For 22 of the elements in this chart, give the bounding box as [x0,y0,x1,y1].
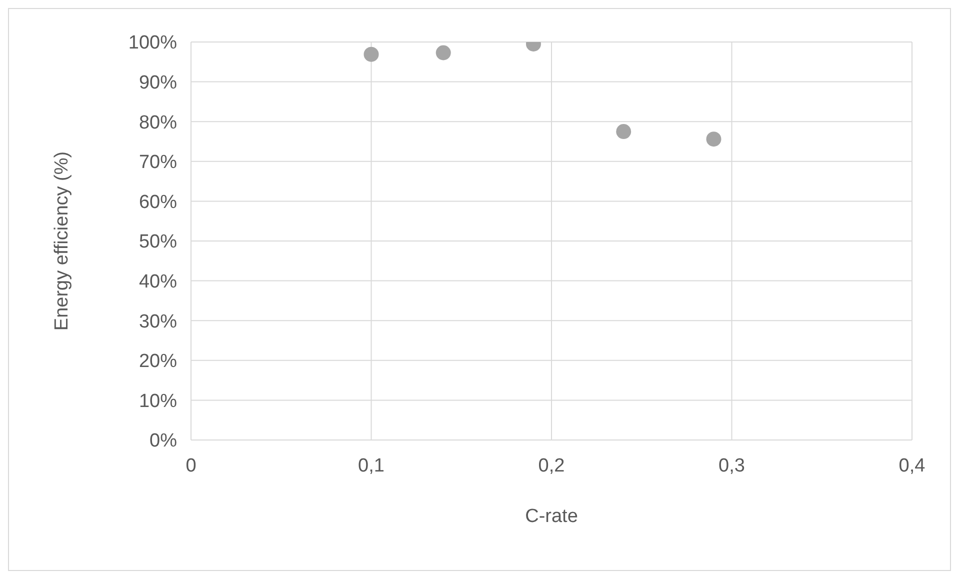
x-axis-title: C-rate [525,506,578,527]
point [706,132,722,147]
y-tick-label: 0% [150,430,178,452]
y-tick-label: 10% [138,390,178,412]
y-axis-title: Energy efficiency (%) [52,151,73,331]
x-tick-label: 0,1 [358,455,384,476]
x-tick-label: 0,3 [718,455,745,476]
y-tick-label: 60% [138,192,178,213]
y-tick-label: 90% [138,72,178,94]
y-tick-label: 40% [138,272,178,293]
y-tick-label: 70% [138,152,178,174]
point [616,124,632,140]
y-tick-label: 20% [138,351,178,372]
point [364,46,379,62]
y-tick-label: 30% [138,311,178,332]
y-tick-label: 100% [128,32,178,54]
x-tick-label: 0 [186,455,196,476]
y-tick-label: 50% [138,232,178,253]
y-tick-label: 80% [138,112,178,134]
x-tick-label: 0,4 [898,455,926,476]
x-tick-label: 0,2 [538,455,565,476]
point [436,45,451,60]
